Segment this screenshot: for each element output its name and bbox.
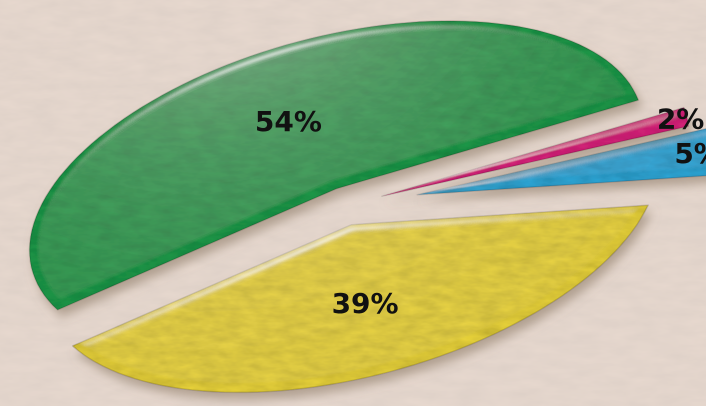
pie-slice-label-3: 5% [674,137,706,170]
pie-slice-4 [381,106,690,197]
pie-slice-label-4: 2% [657,102,705,135]
pie-slice-label-1: 54% [255,105,322,138]
pie-slice-label-2: 39% [332,287,399,320]
pie-slice-1 [28,20,640,311]
pie-slices [28,20,706,394]
pie-slice-2 [71,204,649,394]
pie-labels: 54% 39% 5%2% [255,102,706,319]
pie-slice-3 [416,127,706,196]
